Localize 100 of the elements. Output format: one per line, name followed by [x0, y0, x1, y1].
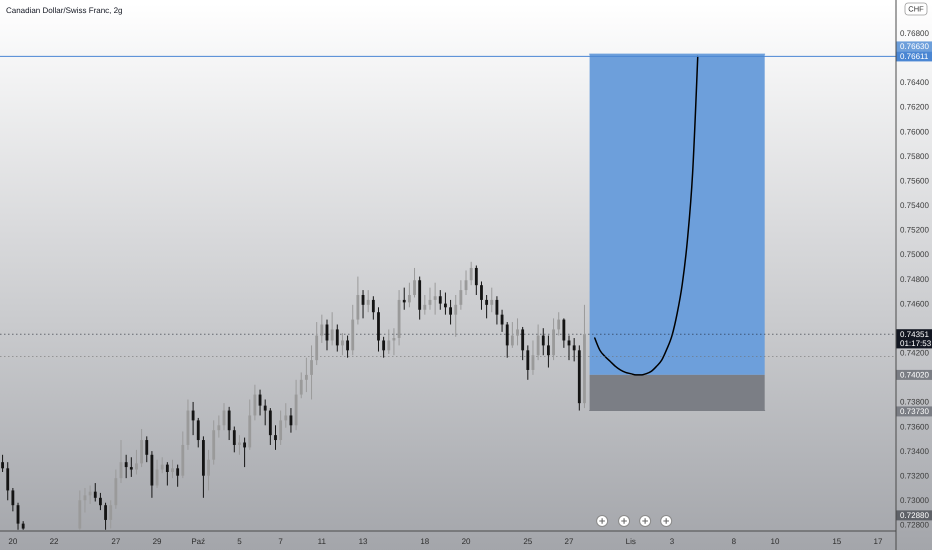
- candlestick: [536, 324, 540, 361]
- candlestick: [304, 357, 308, 393]
- y-tick-label: 0.74800: [900, 274, 930, 284]
- text: 0.73730: [900, 407, 930, 416]
- y-tick-label: 0.76400: [900, 78, 930, 88]
- candlestick: [562, 318, 566, 348]
- candlestick: [16, 502, 20, 530]
- candlestick: [542, 328, 545, 356]
- candlestick: [326, 319, 328, 351]
- y-tick-label: 0.76000: [900, 127, 930, 136]
- text: Canadian Dollar/Swiss Franc, 2g: [6, 6, 122, 15]
- candlestick: [547, 335, 550, 368]
- x-tick-label: 11: [318, 537, 327, 546]
- candlestick: [434, 282, 437, 316]
- candlestick: [320, 314, 324, 344]
- candlestick: [362, 290, 364, 319]
- x-tick-label: 17: [874, 537, 883, 546]
- y-tick-label: 0.74600: [900, 299, 930, 308]
- x-tick-label: 7: [278, 537, 284, 546]
- candlestick: [243, 437, 246, 468]
- candlestick: [470, 261, 473, 286]
- candlestick: [346, 335, 349, 358]
- y-tick-label: 0.72800: [900, 520, 930, 530]
- candlestick: [480, 280, 483, 310]
- candlestick: [1, 454, 4, 472]
- ref-line-label: 0.74351 01:17:53: [900, 330, 932, 348]
- candlestick: [459, 280, 462, 310]
- candlestick: [310, 344, 313, 400]
- candlestick: [253, 384, 256, 421]
- candlestick: [258, 389, 262, 416]
- y-tick-label: 0.75600: [900, 176, 930, 186]
- candlestick: [485, 294, 488, 319]
- candlestick: [99, 492, 102, 511]
- y-tick-label: 0.75800: [900, 152, 930, 161]
- candlestick: [449, 299, 452, 325]
- x-tick-label: 20: [462, 537, 472, 546]
- y-tick-label: 0.76800: [900, 28, 930, 38]
- candlestick: [222, 402, 226, 431]
- y-tick-label: 0.73000: [900, 496, 930, 506]
- candlestick: [228, 406, 231, 441]
- candlestick: [232, 426, 236, 453]
- text: 0.72880: [900, 511, 930, 520]
- x-tick-label: 5: [237, 537, 242, 546]
- candlestick: [341, 332, 344, 356]
- x-tick-label: 13: [358, 537, 368, 546]
- candlestick: [413, 267, 416, 298]
- candlestick: [496, 296, 498, 325]
- candlestick: [464, 270, 468, 296]
- candlestick: [94, 482, 97, 502]
- x-tick-label: 8: [732, 537, 737, 546]
- candlestick: [176, 464, 180, 488]
- candlestick: [428, 287, 432, 310]
- x-tick-label: 29: [152, 537, 162, 546]
- candlestick: [330, 312, 334, 346]
- y-tick-label: 0.75200: [900, 226, 930, 235]
- y-tick-label: 0.76200: [900, 102, 930, 112]
- candlestick: [516, 318, 519, 346]
- x-tick-label: 10: [770, 537, 780, 546]
- candlestick: [274, 424, 277, 450]
- candlestick: [572, 338, 576, 362]
- line-series: [594, 56, 698, 376]
- candlestick: [145, 436, 148, 463]
- candlestick: [238, 434, 241, 456]
- candlestick: [532, 340, 534, 376]
- x-tick-label: 15: [832, 537, 842, 546]
- candlestick: [290, 408, 292, 434]
- x-tick-label: Paź: [191, 537, 206, 546]
- candlestick: [166, 462, 169, 486]
- candlestick: [124, 454, 128, 479]
- y-tick-label: 0.75000: [900, 250, 930, 260]
- candlestick: [387, 328, 390, 354]
- candlestick: [444, 292, 447, 316]
- candlestick: [500, 309, 504, 332]
- x-tick-label: 25: [523, 537, 533, 546]
- candlestick: [279, 410, 282, 446]
- x-tick-label: 27: [111, 537, 121, 546]
- text: 0.76630: [900, 42, 930, 52]
- x-tick-label: 20: [8, 537, 18, 546]
- x-tick-label: 22: [50, 537, 60, 546]
- candlestick: [510, 322, 514, 348]
- x-tick-label: 27: [564, 537, 574, 546]
- candlestick: [392, 328, 396, 356]
- x-tick-label: 3: [670, 537, 675, 546]
- candlestick: [408, 282, 411, 308]
- x-tick-label: Lis: [626, 537, 636, 546]
- candlestick: [382, 336, 386, 358]
- y-tick-label: 0.73200: [900, 471, 930, 480]
- candlestick: [557, 312, 560, 336]
- candlestick: [140, 428, 144, 468]
- candlestick: [104, 502, 107, 530]
- ref-line-label: 0.76611: [900, 52, 929, 62]
- candlestick: [568, 335, 570, 361]
- y-tick-label: 0.75400: [900, 201, 930, 210]
- candlestick: [88, 485, 92, 504]
- y-tick-label: 0.74200: [900, 348, 930, 358]
- x-tick-label: 18: [420, 537, 430, 546]
- y-tick-label: 0.73800: [900, 398, 930, 407]
- candlestick: [192, 401, 195, 436]
- y-tick-label: 0.73600: [900, 422, 930, 432]
- candlestick: [11, 487, 14, 512]
